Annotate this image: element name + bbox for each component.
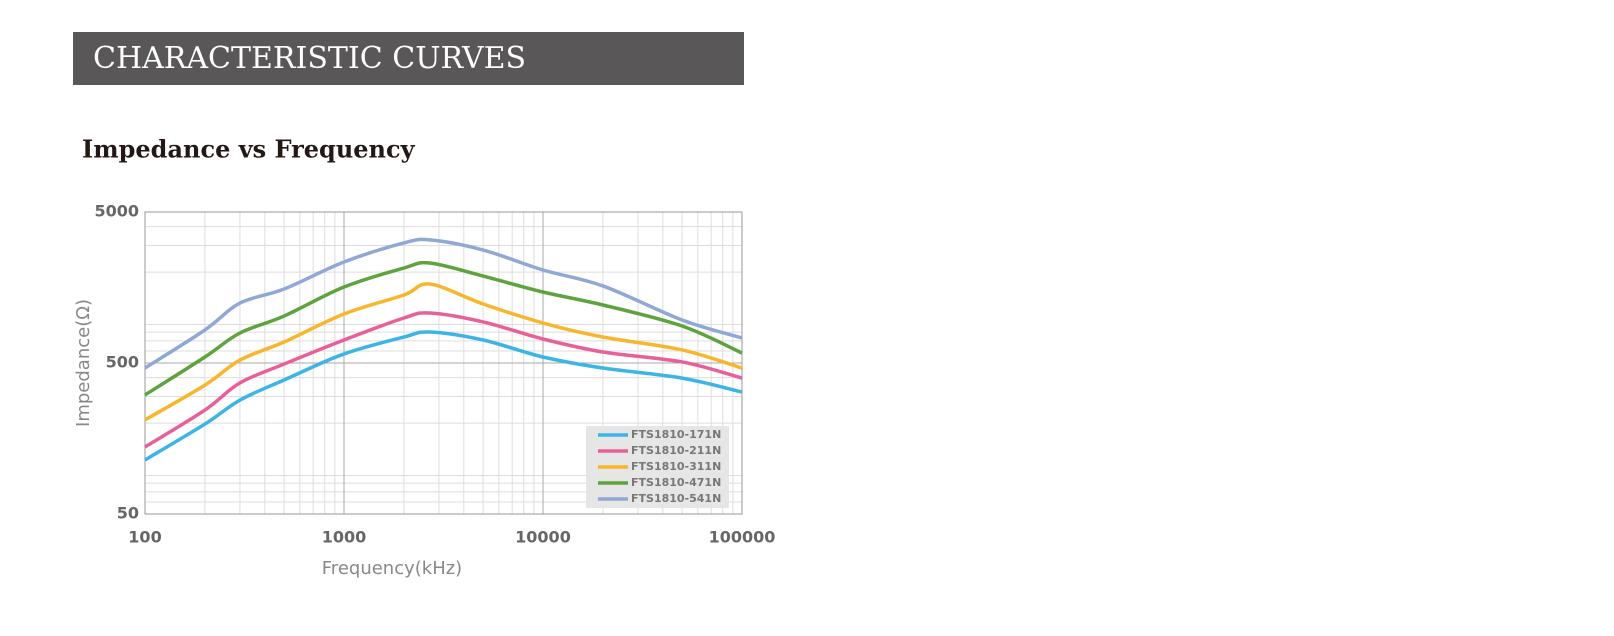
legend-label: FTS1810-471N bbox=[631, 476, 721, 489]
x-tick-label: 100 bbox=[128, 528, 161, 547]
y-axis-label: Impedance(Ω) bbox=[73, 299, 94, 427]
x-tick-label: 10000 bbox=[515, 528, 571, 547]
series-line bbox=[144, 311, 743, 449]
series-line bbox=[144, 282, 743, 422]
y-tick-label: 50 bbox=[117, 504, 139, 523]
series-line bbox=[144, 260, 743, 397]
x-axis-label: Frequency(kHz) bbox=[322, 558, 462, 579]
header-title: CHARACTERISTIC CURVES bbox=[93, 41, 526, 76]
y-tick-label: 5000 bbox=[94, 202, 139, 221]
x-tick-label: 100000 bbox=[709, 528, 776, 547]
legend-label: FTS1810-311N bbox=[631, 460, 721, 473]
x-tick-label: 1000 bbox=[322, 528, 367, 547]
header-banner bbox=[73, 32, 744, 85]
legend-label: FTS1810-541N bbox=[631, 492, 721, 505]
legend-label: FTS1810-211N bbox=[631, 444, 721, 457]
chart-title: Impedance vs Frequency bbox=[82, 135, 416, 164]
series-line bbox=[144, 237, 743, 370]
series-line bbox=[144, 330, 743, 462]
y-tick-label: 500 bbox=[106, 353, 139, 372]
legend-label: FTS1810-171N bbox=[631, 428, 721, 441]
plot-frame bbox=[144, 211, 743, 515]
